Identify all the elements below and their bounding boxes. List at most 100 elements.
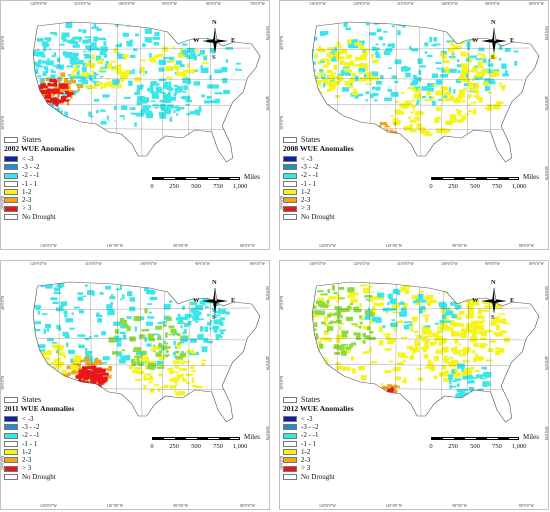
anomaly-patch — [340, 71, 345, 73]
anomaly-patch — [235, 67, 238, 72]
legend-swatch — [4, 397, 18, 404]
anomaly-patch — [94, 334, 99, 338]
anomaly-patch — [451, 359, 459, 363]
anomaly-patch — [218, 308, 221, 315]
anomaly-patch — [61, 88, 65, 92]
anomaly-patch — [194, 109, 202, 112]
legend-label: 1-2 — [22, 187, 32, 196]
anomaly-patch — [100, 85, 103, 90]
anomaly-patch — [33, 305, 42, 309]
state-line — [440, 22, 445, 151]
anomaly-patch — [439, 320, 444, 324]
anomaly-patch — [164, 93, 170, 97]
anomaly-patch — [72, 52, 79, 57]
anomaly-patch — [174, 63, 177, 66]
anomaly-patch — [107, 63, 112, 69]
anomaly-patch — [147, 112, 152, 117]
anomaly-patch — [57, 57, 61, 63]
anomaly-patch — [162, 92, 166, 95]
anomaly-patch — [34, 68, 39, 73]
anomaly-patch — [221, 311, 228, 314]
anomaly-patch — [108, 365, 113, 369]
anomaly-patch — [173, 106, 180, 109]
compass-w: W — [193, 297, 200, 304]
anomaly-patch — [471, 336, 475, 340]
anomaly-patch — [449, 356, 453, 359]
anomaly-patch — [191, 377, 195, 383]
anomaly-patch — [81, 66, 87, 72]
anomaly-patch — [385, 335, 391, 341]
anomaly-patch — [335, 319, 342, 324]
anomaly-patch — [384, 97, 392, 101]
anomaly-patch — [480, 69, 489, 74]
anomaly-patch — [37, 344, 46, 349]
anomaly-patch — [84, 36, 92, 39]
anomaly-patch — [418, 293, 424, 297]
coordinate-label: 110°0'0"W — [397, 2, 414, 6]
scale-bar: Miles 0 250 500 750 1,000 — [148, 173, 268, 196]
anomaly-patch — [71, 370, 79, 374]
anomaly-patch — [55, 101, 59, 107]
anomaly-patch — [424, 51, 427, 54]
anomaly-patch — [204, 326, 208, 332]
anomaly-patch — [365, 67, 369, 71]
anomaly-patch — [115, 44, 123, 48]
anomaly-patch — [64, 334, 70, 338]
anomaly-patch — [473, 357, 478, 363]
legend-label: States — [22, 394, 42, 404]
legend-item: No Drought — [4, 213, 154, 221]
anomaly-patch — [392, 311, 400, 314]
anomaly-patch — [173, 377, 181, 380]
anomaly-patch — [59, 83, 65, 89]
anomaly-patch — [77, 296, 84, 301]
anomaly-patch — [119, 42, 122, 47]
anomaly-patch — [93, 361, 99, 365]
anomaly-patch — [325, 330, 329, 333]
legend-item: 2-3 — [4, 456, 154, 464]
anomaly-patch — [70, 366, 79, 371]
anomaly-patch — [336, 337, 341, 343]
anomaly-patch — [50, 362, 55, 365]
state-line — [418, 22, 422, 161]
coordinate-label: 110°0'0"W — [385, 504, 403, 508]
anomaly-patch — [85, 347, 88, 353]
anomaly-patch — [441, 69, 447, 73]
anomaly-patch — [44, 284, 53, 289]
anomaly-patch — [46, 350, 52, 356]
anomaly-patch — [49, 48, 52, 51]
anomaly-patch — [172, 333, 175, 337]
anomaly-patch — [52, 301, 59, 304]
anomaly-patch — [397, 361, 404, 365]
coordinate-label: 110°0'0"W — [74, 2, 91, 6]
anomaly-patch — [212, 325, 219, 330]
legend-item: -3 - -2 — [283, 423, 433, 431]
legend-swatch — [4, 440, 18, 447]
anomaly-patch — [59, 110, 63, 114]
anomaly-patch — [144, 373, 152, 376]
legend-swatch — [4, 197, 18, 204]
anomaly-patch — [402, 359, 406, 363]
anomaly-patch — [144, 28, 152, 34]
legend-swatch — [4, 172, 18, 179]
coordinate-label: 90°0'0"W — [485, 2, 500, 6]
anomaly-patch — [338, 286, 345, 290]
anomaly-patch — [209, 48, 216, 53]
state-line — [33, 47, 251, 51]
anomaly-patch — [212, 307, 216, 313]
anomaly-patch — [417, 88, 421, 92]
anomaly-patch — [165, 332, 168, 338]
anomaly-patch — [371, 46, 377, 51]
state-line — [161, 22, 166, 151]
anomaly-patch — [423, 309, 426, 312]
anomaly-patch — [82, 379, 86, 381]
coordinate-label: 30°0'0"N — [280, 115, 284, 130]
anomaly-patch — [475, 58, 484, 61]
anomaly-patch — [197, 334, 204, 340]
anomaly-patch — [155, 325, 163, 330]
anomaly-patch — [73, 90, 79, 93]
anomaly-patch — [342, 87, 350, 92]
anomaly-patch — [58, 92, 64, 95]
compass-s: S — [212, 54, 216, 61]
anomaly-patch — [101, 362, 108, 364]
anomaly-patch — [488, 59, 491, 63]
